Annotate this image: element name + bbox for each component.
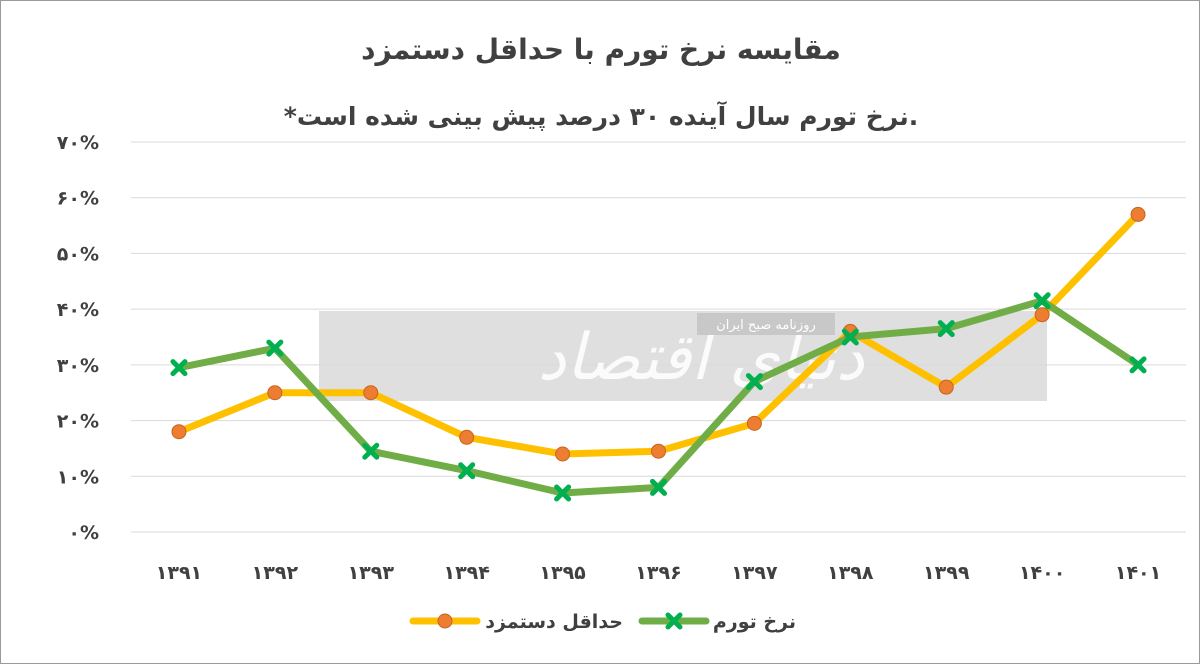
y-tick-label: ۱۰%	[57, 466, 99, 488]
legend-item-2: نرخ تورم	[638, 611, 796, 633]
watermark-tag-box	[697, 313, 835, 335]
data-point-s2-7	[745, 373, 763, 391]
data-point-s1-4	[459, 429, 475, 445]
legend-marker	[665, 612, 683, 630]
x-tick-label: ۱۳۹۸	[827, 562, 874, 584]
y-tick-label: ۳۰%	[57, 355, 99, 377]
data-point-s1-2	[267, 385, 283, 401]
x-tick-label: ۱۳۹۶	[635, 562, 681, 584]
watermark: دنیای اقتصاد روزنامه صبح ایران	[319, 311, 1047, 401]
legend-label: حداقل دستمزد	[485, 611, 623, 633]
data-point-s1-3	[363, 385, 379, 401]
data-point-s2-6	[650, 478, 667, 496]
y-tick-label: ۰%	[68, 522, 99, 544]
x-tick-label: ۱۳۹۱	[156, 562, 202, 584]
gridlines	[131, 141, 1186, 533]
x-tick-label: ۱۳۹۹	[923, 562, 970, 584]
data-point-s2-10	[1033, 292, 1051, 310]
data-point-s2-5	[554, 484, 572, 502]
data-point-s2-3	[362, 442, 380, 460]
y-tick-label: ۶۰%	[57, 188, 99, 210]
chart-subtitle: *نرخ تورم سال آینده ۳۰ درصد پیش بینی شده…	[284, 101, 918, 132]
data-point-s1-6	[651, 443, 666, 459]
data-point-s1-11	[1130, 206, 1146, 222]
x-tick-label: ۱۳۹۵	[539, 562, 586, 584]
y-tick-label: ۲۰%	[57, 411, 99, 433]
y-axis-ticks: ۰% ۱۰% ۲۰% ۳۰% ۴۰% ۵۰% ۶۰% ۷۰%	[57, 132, 99, 544]
chart-title: مقایسه نرخ تورم با حداقل دستمزد	[361, 33, 841, 66]
y-tick-label: ۴۰%	[57, 299, 99, 321]
legend: حداقل دستمزد نرخ تورم	[409, 611, 796, 633]
data-point-s1-5	[555, 446, 571, 462]
data-point-s1-9	[938, 379, 954, 395]
x-tick-label: ۱۴۰۰	[1019, 562, 1065, 584]
data-point-s2-11	[1129, 356, 1147, 374]
data-point-s1-7	[746, 415, 762, 431]
x-tick-label: ۱۳۹۷	[731, 562, 778, 584]
data-point-s2-9	[937, 320, 955, 338]
y-tick-label: ۷۰%	[57, 132, 99, 154]
legend-marker	[437, 613, 453, 629]
data-point-s2-1	[170, 359, 188, 377]
data-point-s2-4	[458, 462, 476, 480]
x-tick-label: ۱۳۹۲	[252, 562, 299, 584]
x-tick-label: ۱۴۰۱	[1115, 562, 1161, 584]
data-point-s2-2	[266, 339, 284, 357]
legend-label: نرخ تورم	[713, 611, 796, 633]
x-tick-label: ۱۳۹۳	[348, 562, 395, 584]
series-markers	[170, 206, 1147, 502]
data-point-s1-1	[171, 424, 187, 440]
legend-item-1: حداقل دستمزد	[409, 611, 623, 633]
watermark-band	[319, 311, 1047, 401]
x-axis-ticks: ۱۳۹۱ ۱۳۹۲ ۱۳۹۳ ۱۳۹۴ ۱۳۹۵ ۱۳۹۶ ۱۳۹۷ ۱۳۹۸ ۱۳۹۹ ۱۴۰۰…	[156, 562, 1161, 584]
watermark-tagline: روزنامه صبح ایران	[716, 318, 816, 333]
data-point-s2-8	[841, 328, 859, 346]
y-tick-label: ۵۰%	[57, 243, 99, 265]
x-tick-label: ۱۳۹۴	[443, 562, 489, 584]
data-point-s1-10	[1034, 307, 1050, 323]
